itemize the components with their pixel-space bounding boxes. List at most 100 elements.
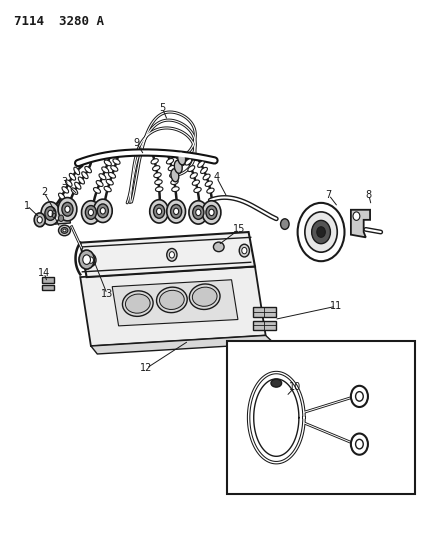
Ellipse shape [185,159,192,165]
Text: 12: 12 [140,364,152,373]
Circle shape [37,216,42,223]
Ellipse shape [160,290,184,310]
Circle shape [41,202,60,225]
Circle shape [62,203,73,216]
Circle shape [82,201,100,224]
Circle shape [312,220,330,244]
Ellipse shape [203,174,210,180]
Polygon shape [112,280,238,326]
Ellipse shape [194,188,201,192]
Ellipse shape [109,173,115,178]
Text: 8: 8 [366,190,372,200]
Ellipse shape [154,173,161,177]
Ellipse shape [169,173,177,177]
Ellipse shape [155,187,163,191]
Ellipse shape [113,159,120,164]
Text: 11: 11 [330,301,342,311]
Ellipse shape [104,187,111,192]
Circle shape [97,204,109,217]
Ellipse shape [190,173,197,179]
Bar [253,308,276,317]
Circle shape [167,200,185,223]
Circle shape [189,201,208,224]
Text: 15: 15 [233,224,245,235]
Ellipse shape [178,152,186,165]
Circle shape [281,219,289,229]
Circle shape [356,392,363,401]
Ellipse shape [198,161,204,167]
Ellipse shape [271,379,281,387]
Ellipse shape [106,180,113,185]
Polygon shape [53,214,70,224]
Circle shape [171,205,181,218]
Bar [42,285,54,290]
Ellipse shape [78,177,85,184]
Text: 1: 1 [24,200,30,211]
Text: 10: 10 [289,382,301,392]
Text: 6: 6 [50,209,57,220]
Ellipse shape [62,187,69,193]
Circle shape [100,208,106,214]
Text: 7: 7 [326,190,332,200]
Ellipse shape [201,167,207,173]
Ellipse shape [166,158,174,164]
Text: 3: 3 [61,176,67,187]
Ellipse shape [99,174,106,180]
Ellipse shape [157,287,187,313]
Text: 4: 4 [214,172,220,182]
Ellipse shape [189,284,220,310]
Circle shape [356,439,363,449]
Ellipse shape [205,181,212,187]
Circle shape [242,247,247,254]
Polygon shape [80,232,255,277]
Circle shape [202,201,221,224]
Circle shape [85,206,97,219]
Circle shape [174,208,179,215]
Bar [227,341,415,495]
Ellipse shape [214,242,224,252]
Text: 2: 2 [41,187,47,197]
Circle shape [48,211,53,216]
Ellipse shape [192,180,199,185]
Ellipse shape [207,188,214,193]
Circle shape [79,250,94,269]
Circle shape [239,244,249,257]
Polygon shape [351,210,370,237]
Circle shape [94,199,112,222]
Polygon shape [91,335,274,354]
Ellipse shape [63,229,66,232]
Ellipse shape [96,181,103,187]
Circle shape [305,212,337,252]
Ellipse shape [172,187,179,191]
Ellipse shape [174,160,182,173]
Circle shape [169,252,175,258]
Circle shape [209,209,214,216]
Ellipse shape [171,169,179,182]
Ellipse shape [151,159,158,164]
Bar [42,277,54,283]
Text: 9: 9 [134,139,140,149]
Circle shape [351,433,368,455]
Circle shape [193,206,204,219]
Text: 7114  3280 A: 7114 3280 A [14,14,104,28]
Text: 14: 14 [38,268,50,278]
Circle shape [65,206,70,213]
Ellipse shape [155,180,162,184]
Circle shape [34,213,45,227]
Circle shape [45,207,56,220]
Circle shape [353,212,360,220]
Ellipse shape [111,166,118,171]
Ellipse shape [125,294,150,313]
Ellipse shape [102,167,109,173]
Circle shape [157,208,162,215]
Circle shape [206,206,217,219]
Ellipse shape [58,193,65,200]
Circle shape [317,227,325,237]
Ellipse shape [188,166,195,172]
Circle shape [58,198,77,221]
Circle shape [88,209,94,216]
Ellipse shape [69,173,76,180]
Ellipse shape [153,166,160,171]
Ellipse shape [94,188,100,193]
Circle shape [58,215,63,221]
